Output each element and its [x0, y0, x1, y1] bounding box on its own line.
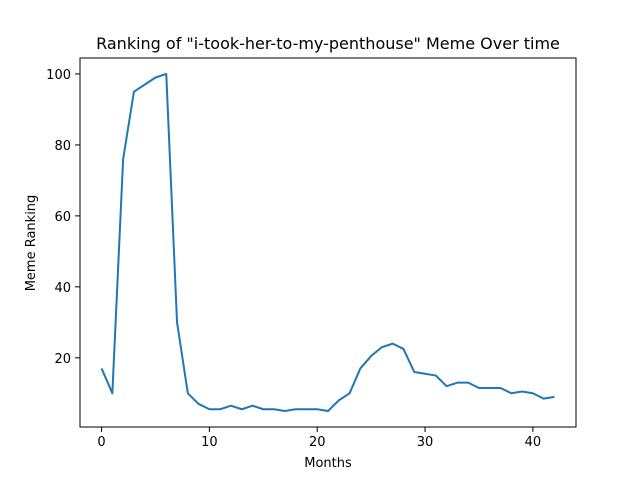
- chart-title: Ranking of "i-took-her-to-my-penthouse" …: [96, 34, 560, 53]
- series-line-0: [100, 72, 555, 413]
- plot-area: 0 10 20 30 40 20 40 60 80 100: [46, 57, 577, 450]
- x-tick-label: 40: [525, 435, 542, 450]
- x-axis-label: Months: [304, 456, 352, 471]
- y-tick-label: 20: [54, 352, 71, 367]
- y-tick-label: 100: [46, 68, 71, 83]
- x-tick-label: 10: [201, 435, 218, 450]
- y-axis-label: Meme Ranking: [24, 195, 39, 292]
- x-tick-label: 0: [97, 435, 105, 450]
- y-tick-label: 80: [54, 139, 71, 154]
- plot-frame: [79, 57, 577, 428]
- y-tick-label: 60: [54, 210, 71, 225]
- x-tick-label: 20: [309, 435, 326, 450]
- y-tick-label: 40: [54, 281, 71, 296]
- x-tick-label: 30: [417, 435, 434, 450]
